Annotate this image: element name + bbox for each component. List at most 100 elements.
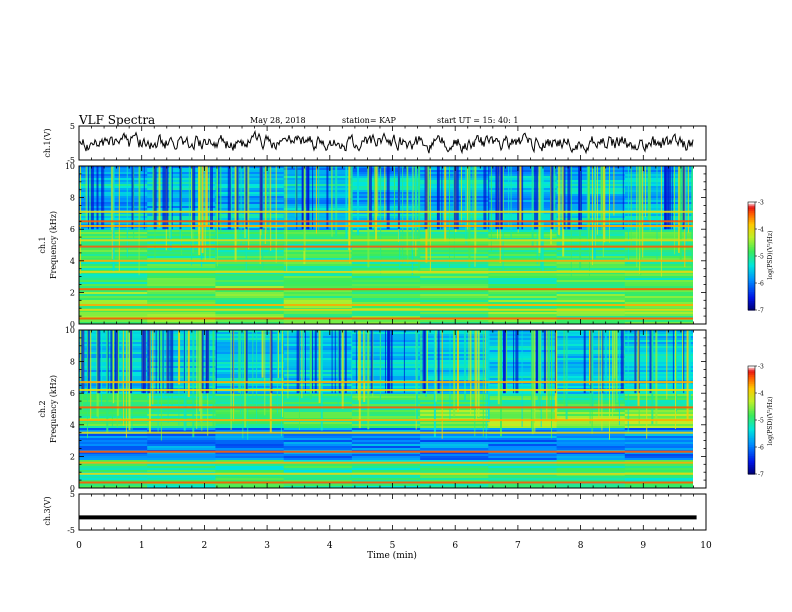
spectrogram-cell	[215, 244, 285, 246]
spectrogram-cell	[283, 258, 353, 260]
spectrogram-cell	[147, 292, 216, 294]
spectrogram-cell	[79, 410, 148, 412]
spectrogram-cell	[624, 330, 694, 332]
spectrogram-sferic	[414, 166, 417, 240]
spectrogram-band	[79, 472, 693, 475]
spectrogram-sferic	[470, 330, 472, 415]
spectrogram-cell	[624, 242, 694, 244]
spectrogram-sferic	[497, 330, 500, 405]
spectrogram-cell	[488, 386, 557, 388]
colorbar-segment	[748, 396, 755, 399]
spectrogram-sferic	[337, 330, 339, 410]
spectrogram-cell	[556, 184, 626, 186]
spectrogram-cell	[351, 166, 421, 168]
colorbar-segment	[748, 411, 755, 414]
spectrogram-cell	[488, 394, 557, 396]
spectrogram-band	[79, 419, 693, 422]
spectrogram-cell	[488, 298, 557, 300]
spectrogram-sferic	[350, 166, 353, 235]
spectrogram-cell	[147, 434, 216, 436]
spectrogram-cell	[556, 202, 626, 204]
spectrogram-cell	[624, 310, 694, 312]
spectrogram-sferic	[266, 166, 268, 234]
spectrogram-cell	[351, 238, 421, 240]
spectrogram-sferic	[212, 330, 215, 427]
spectrogram-cell	[283, 298, 353, 300]
y-tick-label: 6	[70, 389, 75, 398]
spectrogram-cell	[420, 454, 489, 456]
spectrogram-cell	[147, 424, 216, 426]
spectrogram-cell	[420, 442, 489, 444]
spectrogram-cell	[624, 250, 694, 252]
spectrogram-cell	[283, 332, 353, 334]
spectrogram-cell	[283, 290, 353, 292]
spectrogram-cell	[351, 228, 421, 230]
spectrogram-sferic	[427, 166, 430, 242]
spectrogram-cell	[488, 300, 557, 302]
spectrogram-sferic	[641, 166, 643, 250]
spectrogram-cell	[351, 366, 421, 368]
spectrogram-cell	[215, 362, 285, 364]
spectrogram-cell	[283, 374, 353, 376]
spectrogram-sferic	[201, 166, 204, 254]
spectrogram-cell	[79, 460, 148, 462]
spectrogram-cell	[147, 452, 216, 454]
spectrogram-cell	[79, 448, 148, 450]
spectrogram-cell	[147, 330, 216, 332]
spectrogram-band	[79, 210, 693, 213]
spectrogram-cell	[624, 384, 694, 386]
spectrogram-sferic	[125, 330, 127, 438]
spectrogram-cell	[79, 476, 148, 478]
spectrogram-cell	[215, 332, 285, 334]
spectrogram-sferic	[122, 330, 124, 426]
spectrogram-cell	[283, 188, 353, 190]
spectrogram-cell	[556, 200, 626, 202]
spectrogram-cell	[283, 178, 353, 180]
spectrogram-cell	[283, 256, 353, 258]
spectrogram-sferic	[531, 166, 534, 247]
spectrogram-cell	[215, 262, 285, 264]
spectrogram-cell	[624, 344, 694, 346]
spectrogram-cell	[215, 330, 285, 332]
spectrogram-quiet-streak	[166, 330, 170, 394]
spectrogram-cell	[351, 198, 421, 200]
spectrogram-cell	[79, 298, 148, 300]
spectrogram-sferic	[647, 166, 650, 220]
spectrogram-cell	[215, 384, 285, 386]
spectrogram-cell	[351, 424, 421, 426]
colorbar-segment	[748, 243, 755, 246]
y-tick-label: 8	[70, 194, 75, 203]
spectrogram-quiet-streak	[232, 330, 234, 394]
spectrogram-cell	[624, 236, 694, 238]
spectrogram-quiet-streak	[210, 166, 213, 230]
spectrogram-quiet-streak	[567, 166, 571, 230]
spectrogram-quiet-streak	[143, 330, 147, 394]
spectrogram-cell	[624, 216, 694, 218]
spectrogram-cell	[488, 346, 557, 348]
spectrogram-sferic	[475, 166, 477, 231]
colorbar-segment	[748, 418, 755, 421]
spectrogram-sferic	[303, 330, 304, 382]
spectrogram-cell	[147, 422, 216, 424]
spectrogram-cell	[556, 302, 626, 304]
spectrogram-cell	[147, 458, 216, 460]
spectrogram-cell	[488, 426, 557, 428]
spectrogram-cell	[556, 394, 626, 396]
spectrogram-cell	[79, 312, 148, 314]
spectrogram-cell	[624, 320, 694, 322]
spectrogram-cell	[556, 232, 626, 234]
spectrogram-cell	[488, 278, 557, 280]
spectrogram-cell	[420, 286, 489, 288]
spectrogram-cell	[351, 334, 421, 336]
spectrogram-cell	[351, 338, 421, 340]
spectrogram-cell	[351, 316, 421, 318]
spectrogram-sferic	[490, 166, 492, 252]
spectrogram-cell	[283, 330, 353, 332]
colorbar-tick-label: -6	[758, 281, 764, 288]
spectrogram-cell	[488, 252, 557, 254]
spectrogram-cell	[556, 402, 626, 404]
spectrogram-cell	[624, 284, 694, 286]
spectrogram-sferic	[688, 330, 691, 404]
colorbar-segment	[748, 452, 755, 455]
spectrogram-cell	[283, 242, 353, 244]
